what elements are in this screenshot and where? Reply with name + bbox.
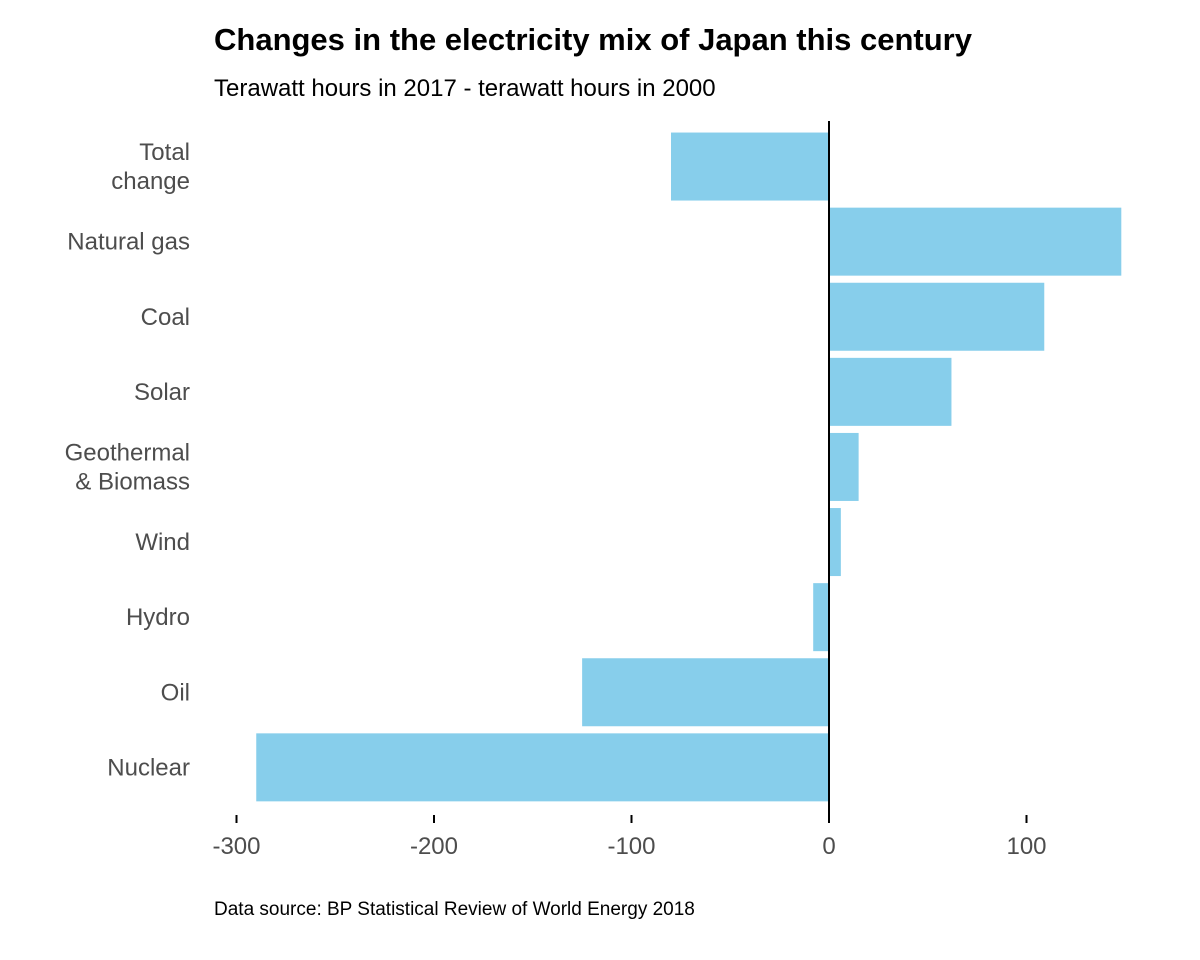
- bar-total-change: [671, 132, 829, 201]
- category-label-wind: Wind: [135, 529, 190, 556]
- category-labels: Total change Natural gas Coal Solar Geotherma…: [65, 139, 190, 781]
- chart-title: Changes in the electricity mix of Japan …: [214, 22, 972, 57]
- bars-layer: [256, 121, 1122, 823]
- category-label-oil: Oil: [161, 679, 190, 706]
- category-label-nuclear: Nuclear: [107, 754, 190, 781]
- x-tick-label: 0: [822, 833, 835, 860]
- bar-solar: [829, 357, 952, 426]
- category-label-total-change: Total change: [111, 139, 190, 195]
- x-tick-label: -300: [212, 833, 260, 860]
- chart-caption: Data source: BP Statistical Review of Wo…: [214, 899, 695, 920]
- chart-subtitle: Terawatt hours in 2017 - terawatt hours …: [214, 75, 716, 102]
- bar-coal: [829, 282, 1045, 351]
- category-label-natural-gas: Natural gas: [67, 229, 190, 256]
- bar-geothermal-and-biomass: [829, 432, 859, 501]
- x-tick-label: -100: [607, 833, 655, 860]
- bar-natural-gas: [829, 207, 1122, 276]
- bar-hydro: [813, 583, 829, 652]
- category-label-geothermal-and-biomass: Geothermal & Biomass: [65, 439, 190, 495]
- x-tick-label: 100: [1006, 833, 1046, 860]
- category-label-coal: Coal: [141, 304, 190, 331]
- x-tick-label: -200: [410, 833, 458, 860]
- x-axis: -300 -200 -100 0 100: [212, 815, 1047, 860]
- bar-oil: [582, 658, 829, 727]
- bar-wind: [829, 508, 841, 577]
- category-label-hydro: Hydro: [126, 604, 190, 631]
- bar-nuclear: [256, 733, 829, 802]
- category-label-solar: Solar: [134, 379, 190, 406]
